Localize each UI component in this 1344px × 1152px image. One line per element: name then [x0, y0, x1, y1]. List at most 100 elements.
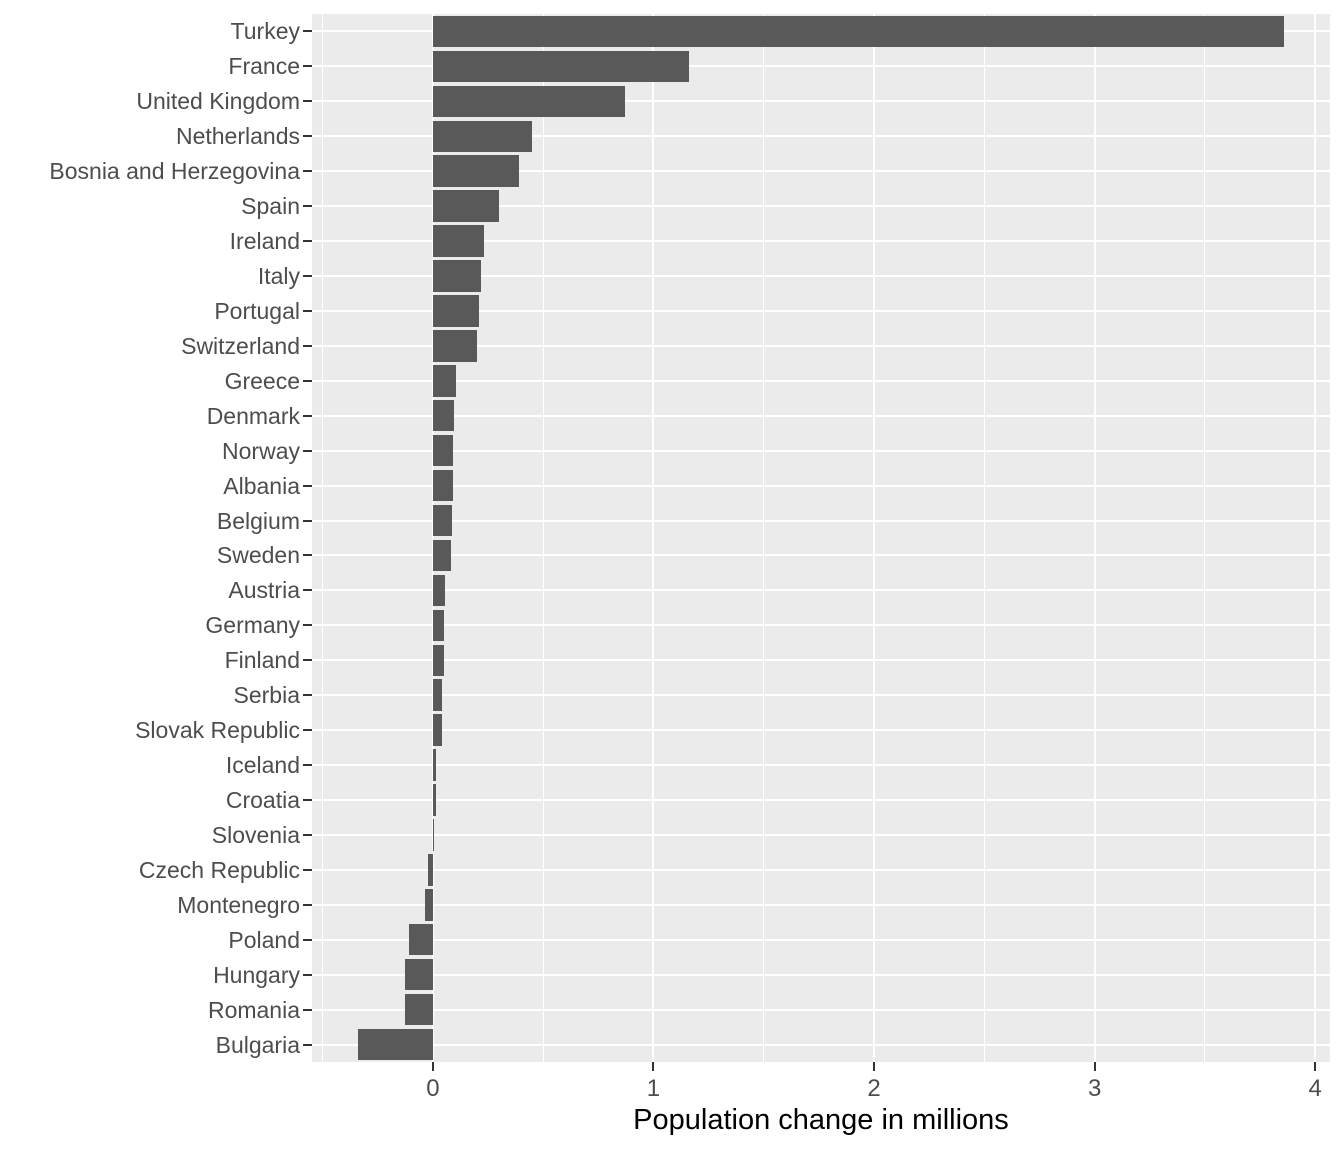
y-tick-mark	[303, 484, 312, 487]
y-tick-mark	[303, 589, 312, 592]
bar-albania	[432, 469, 453, 502]
category-gridline	[312, 729, 1330, 732]
minor-gridline	[542, 14, 544, 1062]
bar-france	[432, 50, 689, 83]
y-tick-label: Slovenia	[211, 821, 300, 848]
y-tick-label: Switzerland	[181, 332, 300, 359]
y-tick-label: Portugal	[214, 297, 300, 324]
category-gridline	[312, 624, 1330, 627]
bar-italy	[432, 260, 482, 292]
y-tick-mark	[303, 170, 312, 173]
y-tick-label: Germany	[205, 612, 300, 639]
y-tick-label: Belgium	[216, 507, 300, 534]
y-tick-mark	[303, 100, 312, 103]
category-gridline	[312, 170, 1330, 173]
x-tick-label: 1	[646, 1075, 661, 1102]
x-axis-title: Population change in millions	[633, 1104, 1009, 1136]
category-gridline	[312, 449, 1330, 452]
major-gridline	[873, 14, 876, 1062]
category-gridline	[312, 205, 1330, 208]
bar-montenegro	[424, 889, 433, 921]
y-tick-label: Denmark	[206, 402, 300, 429]
bar-united-kingdom	[432, 85, 625, 118]
y-tick-mark	[303, 275, 312, 277]
bar-bosnia-and-herzegovina	[432, 155, 519, 187]
major-gridline	[652, 14, 655, 1062]
bar-belgium	[432, 504, 453, 537]
category-gridline	[312, 344, 1330, 347]
bar-ireland	[432, 225, 484, 257]
minor-gridline	[983, 14, 985, 1062]
y-tick-label: Iceland	[225, 752, 300, 779]
x-tick-mark	[431, 1062, 434, 1071]
y-tick-label: Turkey	[230, 18, 300, 45]
y-tick-label: Poland	[228, 926, 300, 953]
y-tick-mark	[303, 764, 312, 767]
y-tick-mark	[303, 624, 312, 627]
y-tick-label: Sweden	[216, 542, 300, 569]
minor-gridline	[322, 14, 324, 1062]
y-tick-label: Bulgaria	[215, 1031, 300, 1058]
y-tick-mark	[303, 240, 312, 243]
y-tick-label: Serbia	[233, 682, 300, 709]
y-tick-mark	[303, 833, 312, 836]
y-tick-label: Czech Republic	[138, 856, 300, 883]
bar-hungary	[405, 958, 433, 991]
category-gridline	[312, 519, 1330, 522]
x-tick-mark	[1093, 1062, 1096, 1071]
y-tick-mark	[303, 973, 312, 976]
y-tick-label: Romania	[207, 996, 300, 1023]
y-tick-mark	[303, 729, 312, 732]
bar-portugal	[432, 295, 480, 327]
bar-czech-republic	[427, 854, 433, 886]
x-tick-label: 3	[1087, 1075, 1102, 1102]
bar-iceland	[432, 749, 437, 781]
bar-turkey	[432, 15, 1285, 48]
category-gridline	[312, 100, 1330, 103]
y-tick-mark	[303, 1008, 312, 1011]
bar-austria	[432, 574, 445, 607]
y-tick-mark	[303, 903, 312, 906]
minor-gridline	[1204, 14, 1206, 1062]
x-tick-mark	[1314, 1062, 1317, 1071]
category-gridline	[312, 589, 1330, 592]
x-tick-label: 2	[867, 1075, 881, 1102]
y-tick-label: Hungary	[213, 961, 300, 988]
category-gridline	[312, 414, 1330, 417]
y-tick-label: Greece	[224, 367, 300, 394]
bar-spain	[432, 190, 500, 222]
y-tick-mark	[303, 309, 312, 312]
y-tick-mark	[303, 414, 312, 417]
y-tick-label: Albania	[223, 472, 300, 499]
x-tick-label: 0	[426, 1075, 440, 1102]
y-tick-mark	[303, 379, 312, 382]
category-gridline	[312, 764, 1330, 767]
y-tick-label: Italy	[257, 263, 300, 289]
y-tick-label: Montenegro	[177, 891, 300, 918]
bar-netherlands	[432, 120, 533, 152]
category-gridline	[312, 379, 1330, 382]
y-tick-mark	[303, 344, 312, 347]
y-tick-mark	[303, 694, 312, 697]
category-gridline	[312, 833, 1330, 836]
bar-croatia	[432, 784, 437, 816]
category-gridline	[312, 973, 1330, 976]
y-tick-label: Finland	[224, 647, 300, 674]
y-tick-label: Norway	[222, 437, 300, 464]
category-gridline	[312, 554, 1330, 557]
y-tick-mark	[303, 554, 312, 557]
y-tick-label: France	[228, 53, 300, 80]
category-gridline	[312, 799, 1330, 801]
x-tick-label: 4	[1308, 1075, 1322, 1102]
y-tick-label: Ireland	[229, 228, 300, 255]
category-gridline	[312, 694, 1330, 697]
y-tick-mark	[303, 519, 312, 522]
bar-slovak-republic	[432, 714, 442, 746]
bar-slovenia	[432, 819, 435, 851]
category-gridline	[312, 309, 1330, 312]
y-tick-label: Austria	[228, 577, 300, 604]
y-tick-label: United Kingdom	[136, 88, 300, 115]
bar-norway	[432, 434, 454, 467]
category-gridline	[312, 1008, 1330, 1011]
category-gridline	[312, 275, 1330, 277]
